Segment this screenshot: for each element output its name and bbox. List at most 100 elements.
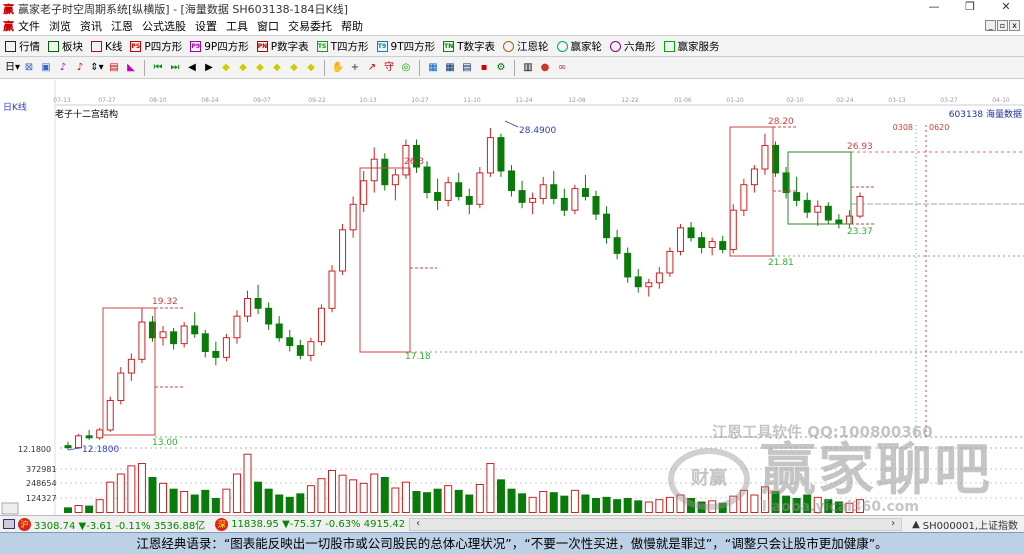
loop-icon[interactable]: ∞ xyxy=(557,61,567,73)
volume-bar xyxy=(496,479,505,513)
period-select-icon[interactable]: 日▾ xyxy=(5,61,21,73)
crosshair-icon[interactable]: + xyxy=(350,61,360,73)
indicator2-icon[interactable]: ♪ xyxy=(76,61,84,73)
menu-trade[interactable]: 交易委托 xyxy=(288,20,332,33)
indicator-icon[interactable]: ♪ xyxy=(59,61,67,73)
save-icon[interactable]: ▪ xyxy=(480,61,488,73)
app-menu-icon[interactable]: 赢 xyxy=(3,20,14,33)
date-tick: 10-13 xyxy=(359,97,377,104)
minimize-button[interactable]: — xyxy=(928,0,940,13)
structure-box xyxy=(102,307,156,436)
shift-left-icon[interactable]: ◆ xyxy=(256,61,264,73)
volume-bar xyxy=(708,500,717,514)
settings-icon[interactable]: ⚙ xyxy=(496,61,506,73)
adjust-icon[interactable]: ⇕▾ xyxy=(90,61,104,73)
calc-icon[interactable]: ▦ xyxy=(445,61,455,73)
volume-bar xyxy=(127,465,136,514)
shift-right-icon[interactable]: ◆ xyxy=(273,61,281,73)
scroll-left-icon[interactable]: ‹ xyxy=(416,517,421,529)
last-icon[interactable]: ⏭ xyxy=(170,61,180,73)
toolbar-winner-wheel-button[interactable]: 赢家轮 xyxy=(556,39,602,54)
shrink-icon[interactable]: ◆ xyxy=(307,61,315,73)
close-button[interactable]: ✕ xyxy=(1001,0,1011,13)
toolbar-tn-button[interactable]: TN T数字表 xyxy=(443,39,495,54)
candle-body xyxy=(845,215,853,225)
zoom-out-icon[interactable]: ◆ xyxy=(239,61,247,73)
candle-body xyxy=(624,252,632,278)
candle-body xyxy=(339,229,347,272)
first-icon[interactable]: ⏮ xyxy=(153,61,163,73)
toolbar-label: P数字表 xyxy=(270,40,309,53)
toolbar-gann-wheel-button[interactable]: 江恩轮 xyxy=(503,39,549,54)
volume-bar xyxy=(433,488,442,514)
toolbar-pn-button[interactable]: PN P数字表 xyxy=(256,39,309,54)
menu-settings[interactable]: 设置 xyxy=(195,20,217,33)
calculator-icon[interactable] xyxy=(3,519,15,529)
hand-icon[interactable]: ✋ xyxy=(331,61,345,73)
calendar-icon[interactable]: ▦ xyxy=(428,61,438,73)
sh-badge-icon: 沪 xyxy=(18,517,31,531)
menu-gann[interactable]: 江恩 xyxy=(111,20,133,33)
menu-tools[interactable]: 工具 xyxy=(226,20,248,33)
candle-body xyxy=(729,209,737,250)
candle-body xyxy=(75,435,83,449)
candle-body xyxy=(687,227,695,239)
sz-index-quote[interactable]: 11838.95 ▼-75.37 -0.63% 4915.42 xyxy=(231,518,406,530)
candle-body xyxy=(222,337,230,358)
toolbar-ts-button[interactable]: TS T四方形 xyxy=(316,39,369,54)
candle-body xyxy=(191,325,199,335)
mdi-restore-button[interactable]: ▫ xyxy=(997,20,1008,31)
expand-icon[interactable]: ◆ xyxy=(290,61,298,73)
zoom-in-icon[interactable]: ◆ xyxy=(222,61,230,73)
candle-body xyxy=(613,237,621,254)
info-icon[interactable]: ▣ xyxy=(41,61,51,73)
menu-formula[interactable]: 公式选股 xyxy=(142,20,186,33)
find-icon[interactable]: ◎ xyxy=(401,61,411,73)
index-label[interactable]: SH000001,上证指数 xyxy=(922,520,1018,532)
ball-icon[interactable]: ● xyxy=(540,61,550,73)
candle-body xyxy=(381,158,389,186)
mdi-minimize-button[interactable]: _ xyxy=(985,20,996,31)
next-icon[interactable]: ▶ xyxy=(205,61,213,73)
candle-body xyxy=(307,341,315,356)
candle-body xyxy=(634,276,642,288)
report-icon[interactable]: ▤ xyxy=(462,61,472,73)
volume-bar xyxy=(676,494,685,514)
menu-file[interactable]: 文件 xyxy=(18,20,40,33)
toolbar-candles-button[interactable]: K线 xyxy=(91,39,122,54)
candle-body xyxy=(698,237,706,248)
toolbar-hexagon-button[interactable]: 六角形 xyxy=(610,39,656,54)
volume-bar xyxy=(824,499,833,513)
volume-bar xyxy=(602,496,611,514)
toolbar-t9-button[interactable]: T9 9T四方形 xyxy=(376,39,435,54)
menu-info[interactable]: 资讯 xyxy=(80,20,102,33)
date-tick: 11-10 xyxy=(463,97,481,104)
toolbar-grid-button[interactable]: 行情 xyxy=(5,39,40,54)
kline-chart[interactable]: 07-13 07-27 08-10 08-24 09-07 09-22 10-13 10-27… xyxy=(0,79,1024,515)
zoom-icon[interactable]: ⊠ xyxy=(24,61,34,73)
mdi-close-button[interactable]: x xyxy=(1009,20,1020,31)
status-scrollbar[interactable]: ‹ › xyxy=(409,517,903,531)
mark-icon[interactable]: 守 xyxy=(384,61,394,73)
line-icon[interactable]: ↗ xyxy=(367,61,377,73)
color-icon[interactable]: ◣ xyxy=(127,61,135,73)
toolbar-label: 六角形 xyxy=(624,40,656,53)
toolbar-dollar-button[interactable]: 赢家服务 xyxy=(663,39,720,54)
prev-icon[interactable]: ◀ xyxy=(188,61,196,73)
menu-help[interactable]: 帮助 xyxy=(341,20,363,33)
menu-window[interactable]: 窗口 xyxy=(257,20,279,33)
box-label-b3_high: 28.20 xyxy=(768,117,794,127)
maximize-button[interactable]: ❐ xyxy=(965,0,975,13)
volume-bar xyxy=(592,498,600,513)
toolbar-p9-button[interactable]: P9 9P四方形 xyxy=(190,39,249,54)
grid-icon[interactable]: ▥ xyxy=(523,61,533,73)
scroll-right-icon[interactable]: › xyxy=(891,517,896,529)
sh-index-quote[interactable]: 3308.74 ▼-3.61 -0.11% 3536.88亿 xyxy=(34,520,206,532)
menu-browse[interactable]: 浏览 xyxy=(49,20,71,33)
collapse-volume-button[interactable] xyxy=(1,502,19,515)
overlay-icon[interactable]: ▤ xyxy=(109,61,119,73)
toolbar-blocks-button[interactable]: 板块 xyxy=(48,39,83,54)
toolbar-ps-button[interactable]: PS P四方形 xyxy=(130,39,182,54)
candle-body xyxy=(465,195,473,205)
volume-bar xyxy=(644,501,653,513)
